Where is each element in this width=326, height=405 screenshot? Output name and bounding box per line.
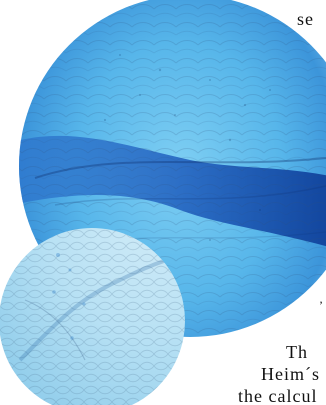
text-fragment-line-3: the calcul <box>238 386 318 405</box>
text-fragment-line-2: Heim´s <box>261 364 320 384</box>
text-fragment-top-right: se <box>297 9 314 29</box>
text-fragment-dot: ’ <box>319 298 323 312</box>
text-fragment-line-1: Th <box>286 342 308 362</box>
